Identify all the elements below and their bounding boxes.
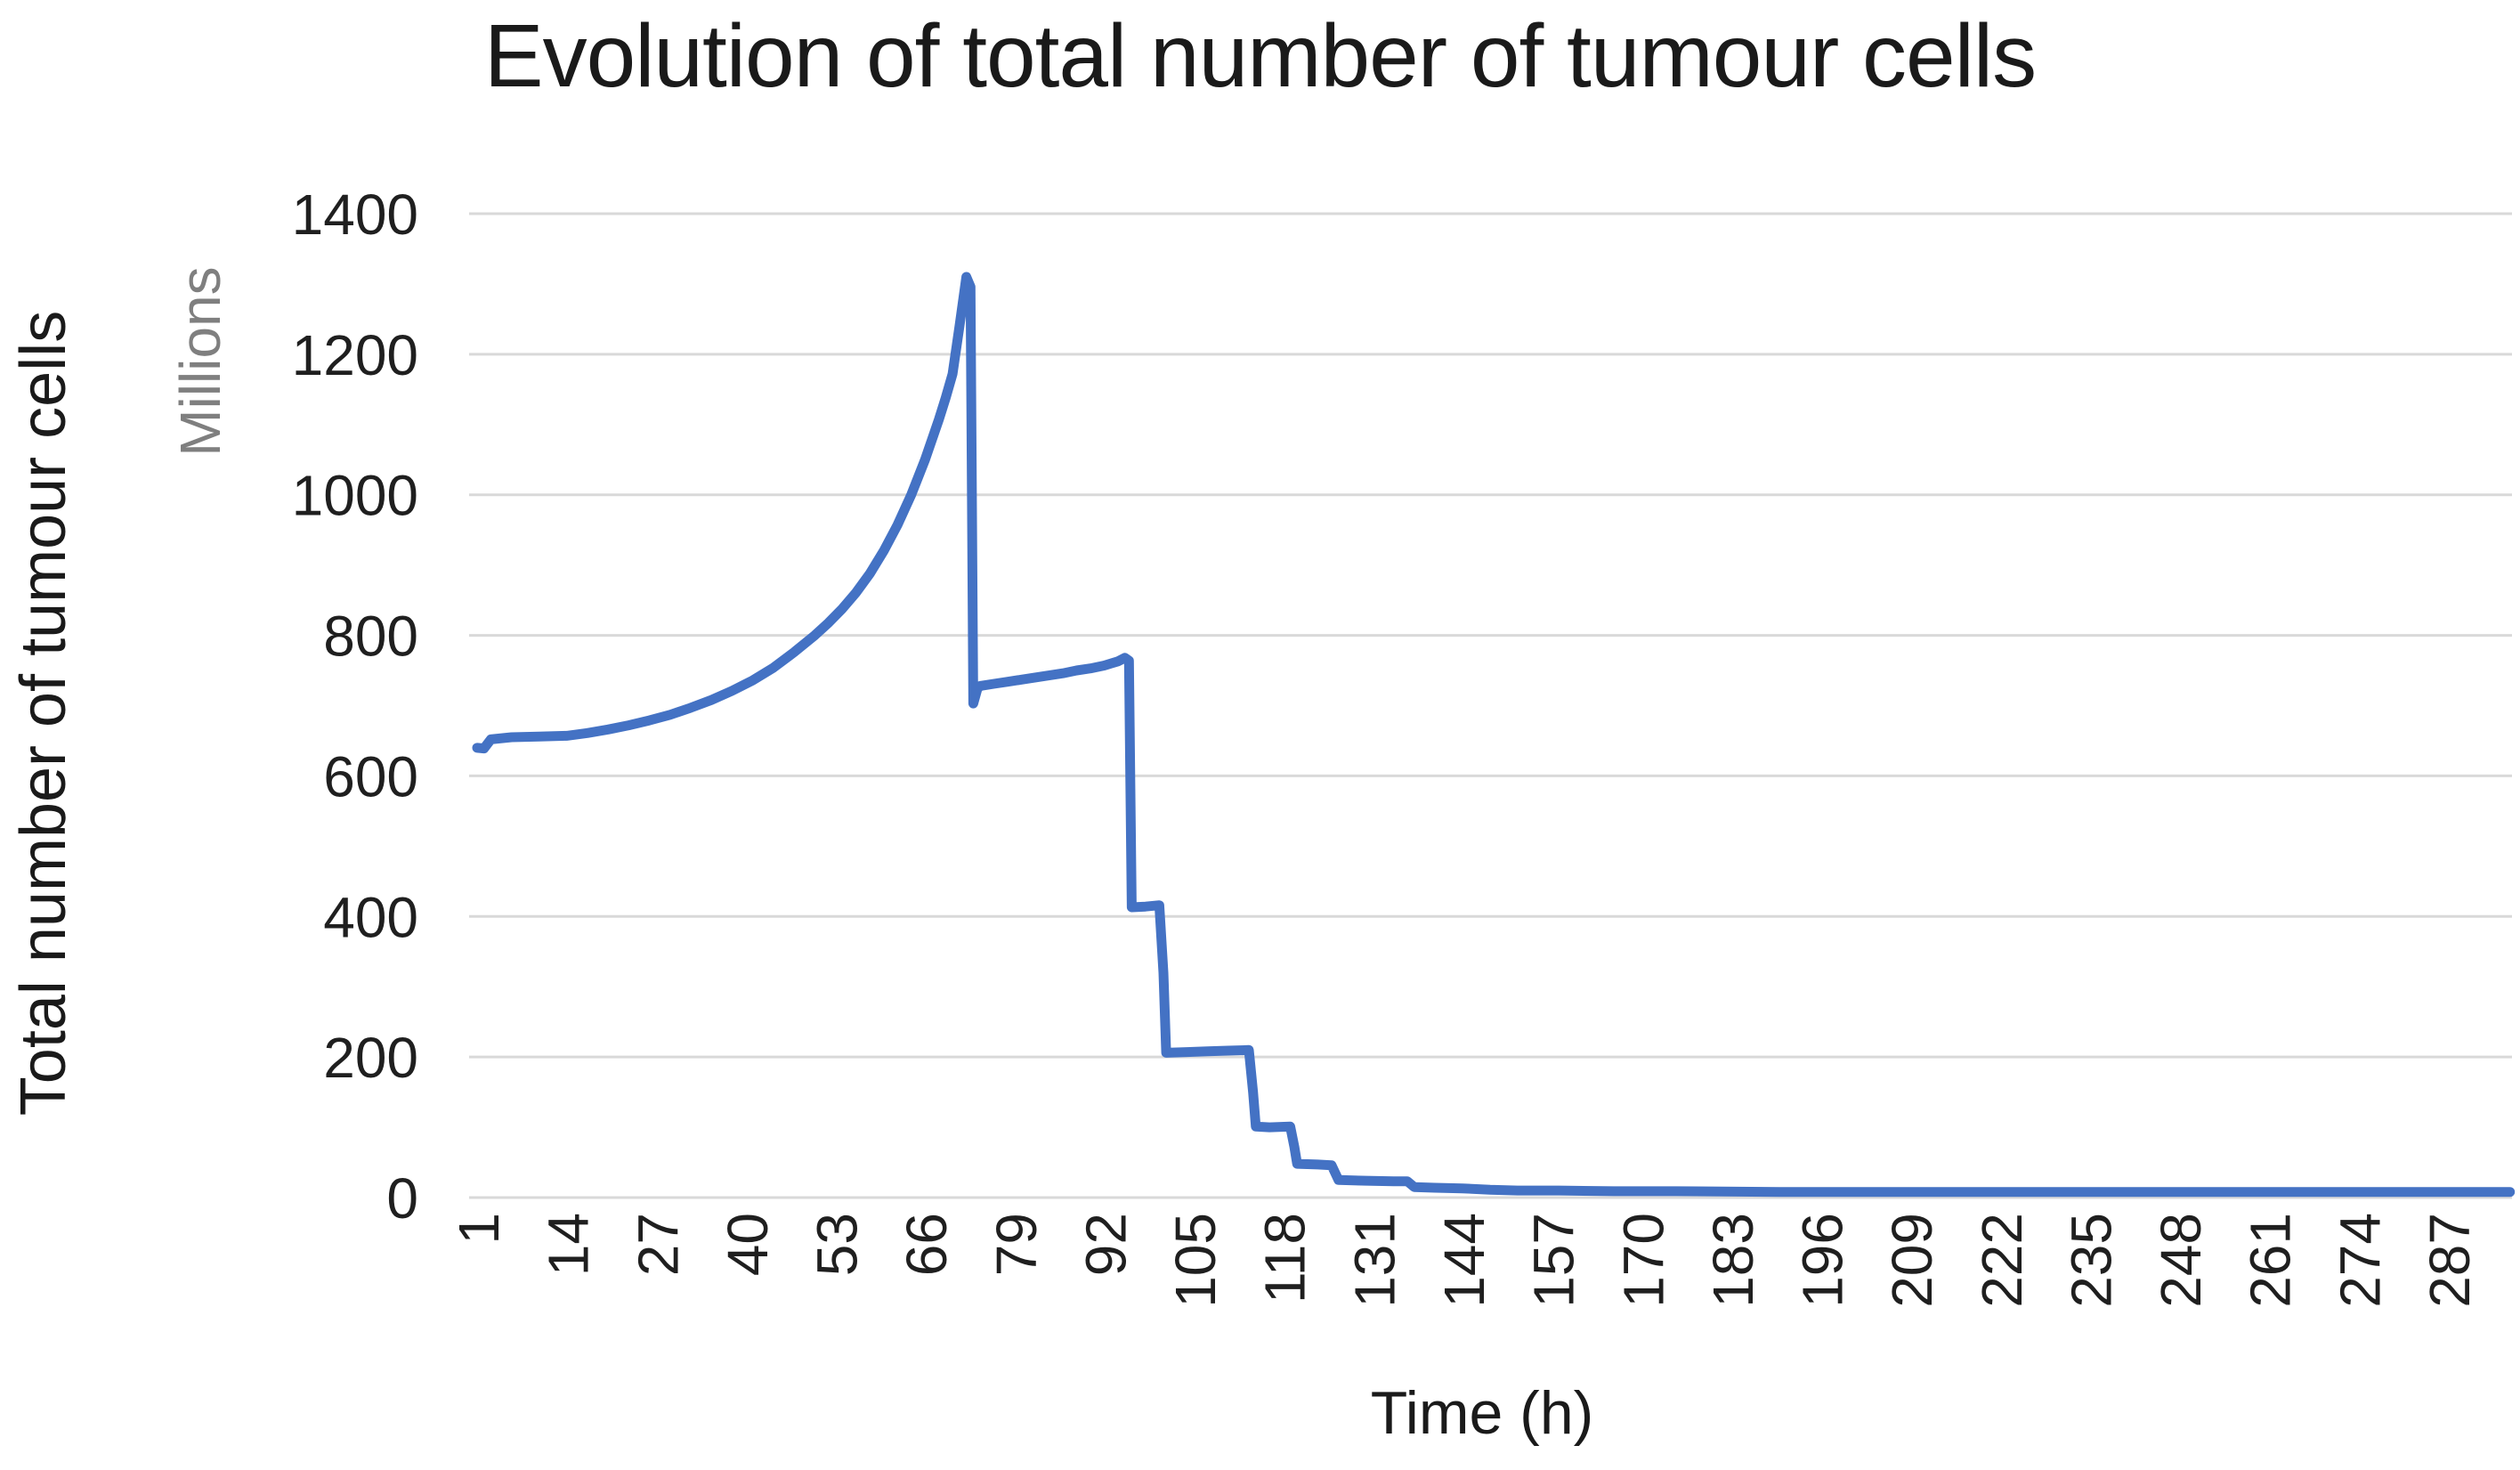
- x-tick-label: 235: [2059, 1213, 2123, 1308]
- y-tick-label: 400: [323, 885, 418, 949]
- x-tick-label: 196: [1791, 1213, 1855, 1308]
- x-tick-label: 14: [537, 1213, 601, 1276]
- x-tick-label: 118: [1253, 1213, 1317, 1304]
- x-tick-label: 261: [2239, 1213, 2303, 1308]
- y-tick-label: 200: [323, 1026, 418, 1090]
- x-tick-label: 131: [1342, 1213, 1406, 1308]
- x-axis-title: Time (h): [1370, 1379, 1594, 1447]
- x-tick-label: 144: [1432, 1213, 1496, 1308]
- y-tick-label: 600: [323, 744, 418, 808]
- x-tick-label: 157: [1522, 1213, 1586, 1308]
- x-tick-label: 209: [1880, 1213, 1944, 1308]
- series-line: [472, 272, 2516, 1198]
- chart-title: Evolution of total number of tumour cell…: [483, 6, 2037, 106]
- y-tick-label: 1200: [292, 323, 418, 387]
- x-tick-label: 53: [806, 1213, 870, 1276]
- x-tick-label: 79: [985, 1213, 1049, 1276]
- x-tick-label: 274: [2328, 1213, 2392, 1308]
- x-tick-label: 92: [1074, 1213, 1138, 1276]
- x-tick-label: 66: [895, 1213, 959, 1276]
- x-tick-label: 248: [2149, 1213, 2213, 1308]
- x-tick-label: 170: [1611, 1213, 1675, 1308]
- x-tick-label: 40: [716, 1213, 780, 1276]
- x-tick-label: 27: [626, 1213, 690, 1276]
- x-tick-label: 105: [1163, 1213, 1228, 1308]
- x-tick-label: 222: [1970, 1213, 2034, 1308]
- x-tick-label: 183: [1701, 1213, 1765, 1308]
- y-tick-label: 800: [323, 605, 418, 669]
- x-tick-label: 287: [2418, 1213, 2482, 1308]
- y-tick-label: 1000: [292, 464, 418, 528]
- y-tick-label: 0: [386, 1166, 418, 1230]
- x-tick-label: 1: [447, 1213, 511, 1245]
- y-tick-label: 1400: [292, 183, 418, 247]
